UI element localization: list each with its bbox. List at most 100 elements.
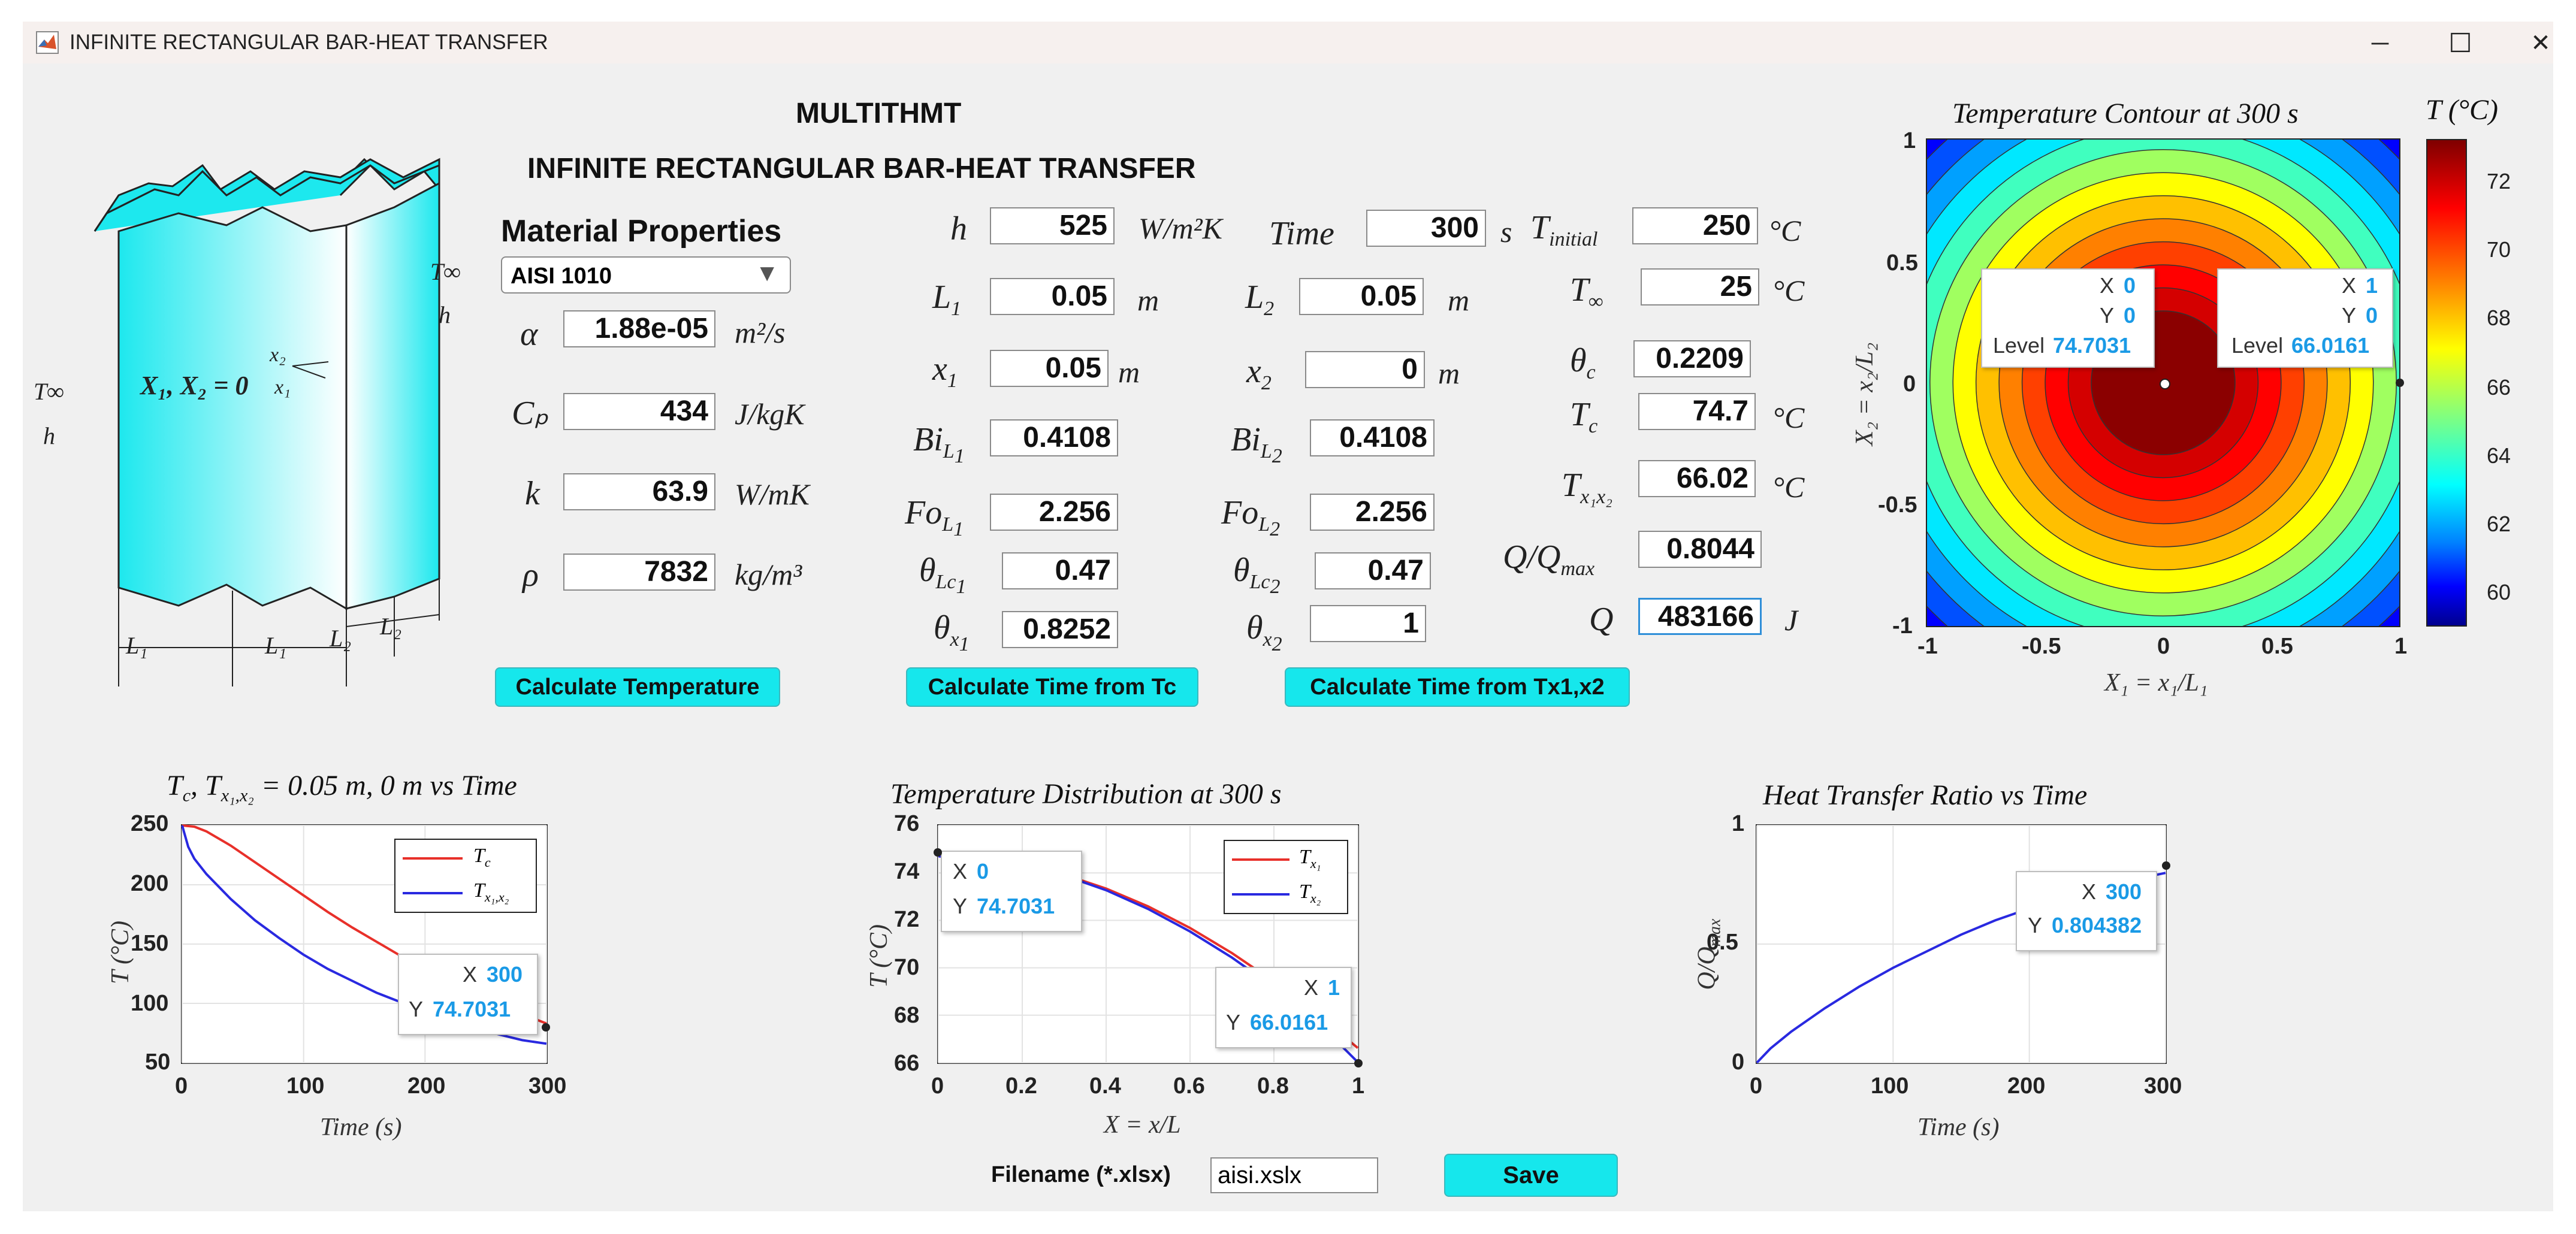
app-window: INFINITE RECTANGULAR BAR-HEAT TRANSFER ─…	[23, 22, 2553, 1211]
chart1-marker	[542, 1023, 550, 1032]
contour-ytick: -1	[1892, 613, 1913, 639]
chart1-plot[interactable]: Tc Tx₁,x₂ X 300 Y 74.7031	[181, 824, 548, 1064]
legend-line-tx2	[1232, 893, 1289, 896]
chart2-xlabel: X = x/L	[1104, 1111, 1181, 1139]
tip-x-label: X	[953, 859, 968, 884]
chart1-legend: Tc Tx₁,x₂	[394, 839, 537, 913]
contour-ytick: -0.5	[1878, 492, 1917, 518]
thetac-label: θc	[1570, 342, 1596, 384]
chart3-tip: X 300 Y 0.804382	[2016, 871, 2157, 951]
BiL2-label: BiL2	[1231, 421, 1282, 467]
tinitial-unit: °C	[1769, 214, 1801, 247]
legend-label-tx1: Tx₁	[1299, 846, 1321, 871]
x2-field[interactable]: 0	[1305, 351, 1425, 388]
tip-x-label: X	[1304, 975, 1319, 1000]
window-title: INFINITE RECTANGULAR BAR-HEAT TRANSFER	[70, 31, 548, 54]
chart1-tip: X 300 Y 74.7031	[398, 954, 538, 1035]
alpha-unit: m²/s	[735, 316, 786, 349]
tx1x2-field: 66.02	[1638, 460, 1756, 497]
k-field[interactable]: 63.9	[563, 473, 715, 510]
material-dropdown[interactable]: AISI 1010 ▼	[501, 256, 791, 294]
minimize-button[interactable]: ─	[2371, 29, 2389, 56]
L1-unit: m	[1137, 283, 1159, 317]
colorbar-tick: 60	[2487, 580, 2511, 604]
legend-label-tx: Tx₁,x₂	[473, 879, 509, 905]
tip-x-label: X	[463, 962, 478, 987]
tx1x2-label: Tx₁x₂	[1562, 467, 1612, 509]
tc-field: 74.7	[1638, 393, 1756, 430]
close-button[interactable]: ✕	[2530, 30, 2551, 56]
diagram-x2-label: x₂	[270, 344, 286, 366]
alpha-field[interactable]: 1.88e-05	[563, 310, 715, 347]
chart3-plot[interactable]: X 300 Y 0.804382	[1756, 824, 2167, 1064]
chart2-xtick: 0	[931, 1073, 944, 1099]
tinitial-field[interactable]: 250	[1632, 207, 1758, 244]
x2-label: x2	[1246, 353, 1272, 395]
colorbar-tick: 62	[2487, 512, 2511, 536]
chart2-plot[interactable]: Tx₁ Tx₂ X 0 Y 74.7031 X 1 Y 66.0161	[937, 824, 1359, 1064]
q-field[interactable]: 483166	[1638, 598, 1762, 635]
tinf-field[interactable]: 25	[1641, 268, 1759, 306]
x1-field[interactable]: 0.05	[990, 350, 1109, 387]
rho-field[interactable]: 7832	[563, 554, 715, 591]
chart2-ytick: 76	[894, 811, 920, 836]
material-selected: AISI 1010	[511, 264, 612, 289]
tip-x-value: 1	[2366, 273, 2378, 298]
title-bar: INFINITE RECTANGULAR BAR-HEAT TRANSFER ─…	[23, 22, 2553, 63]
cp-field[interactable]: 434	[563, 393, 715, 430]
L1-field[interactable]: 0.05	[990, 278, 1115, 315]
FoL2-field: 2.256	[1310, 494, 1435, 531]
h-field[interactable]: 525	[990, 207, 1115, 244]
tip-y-value: 0	[2124, 303, 2136, 328]
save-button[interactable]: Save	[1444, 1154, 1618, 1197]
chart2-ytick: 68	[894, 1003, 920, 1028]
thetac-field: 0.2209	[1633, 340, 1751, 377]
chart3-ytick: 0	[1732, 1049, 1745, 1075]
x1-unit: m	[1118, 355, 1140, 389]
thetax1-field: 0.8252	[1002, 611, 1118, 648]
calculate-temperature-button[interactable]: Calculate Temperature	[495, 667, 780, 707]
thetax2-field: 1	[1310, 605, 1426, 642]
tx1x2-unit: °C	[1772, 470, 1805, 504]
contour-tip-edge: X 1 Y 0 Level 66.0161	[2217, 268, 2393, 368]
h-label: h	[950, 210, 967, 247]
tinitial-label: Tinitial	[1530, 209, 1598, 251]
L2-field[interactable]: 0.05	[1299, 278, 1424, 315]
contour-marker	[2396, 379, 2404, 387]
diagram-L1-a: L₁	[126, 632, 148, 659]
chart3-xlabel: Time (s)	[1917, 1114, 2000, 1141]
tip-x-value: 1	[1328, 975, 1340, 1000]
rho-label: ρ	[523, 556, 539, 594]
maximize-button[interactable]: ☐	[2448, 28, 2472, 58]
chart2-ylabel: T (°C)	[865, 924, 893, 988]
diagram-h-right: h	[439, 301, 451, 328]
contour-ylabel: X₂ = x₂/L₂	[1851, 342, 1879, 446]
chart1-ylabel: T (°C)	[106, 921, 134, 984]
chart3-ytick: 0.5	[1707, 930, 1738, 955]
tip-y-label: Y	[953, 894, 968, 918]
L2-unit: m	[1448, 283, 1470, 317]
chart1-ytick: 250	[131, 811, 169, 836]
chart1-xtick: 0	[175, 1073, 188, 1099]
chart3-ylabel: Q/Qmax	[1693, 918, 1725, 990]
tc-label: Tc	[1570, 396, 1598, 438]
filename-input[interactable]: aisi.xslx	[1210, 1157, 1378, 1193]
BiL1-label: BiL1	[913, 421, 965, 467]
chart2-ytick: 66	[894, 1051, 920, 1076]
thetaLc1-label: θLc1	[919, 552, 967, 598]
tip-level-value: 74.7031	[2053, 333, 2131, 358]
chart2-title: Temperature Distribution at 300 s	[890, 778, 1282, 810]
calculate-time-tx-button[interactable]: Calculate Time from Tx1,x2	[1285, 667, 1630, 707]
tip-level-label: Level	[2231, 333, 2284, 358]
diagram-center-label: X₁, X₂ = 0	[140, 371, 249, 400]
chart2-marker	[934, 848, 942, 857]
diagram-h-left: h	[43, 422, 55, 449]
time-field[interactable]: 300	[1366, 210, 1486, 247]
calculate-time-tc-button[interactable]: Calculate Time from Tc	[906, 667, 1198, 707]
contour-xtick: -0.5	[2022, 634, 2061, 659]
tip-y-label: Y	[2342, 303, 2357, 328]
chart3-xtick: 0	[1750, 1073, 1763, 1099]
cp-unit: J/kgK	[735, 397, 805, 431]
q-label: Q	[1589, 601, 1614, 638]
tip-x-value: 300	[2106, 879, 2142, 904]
